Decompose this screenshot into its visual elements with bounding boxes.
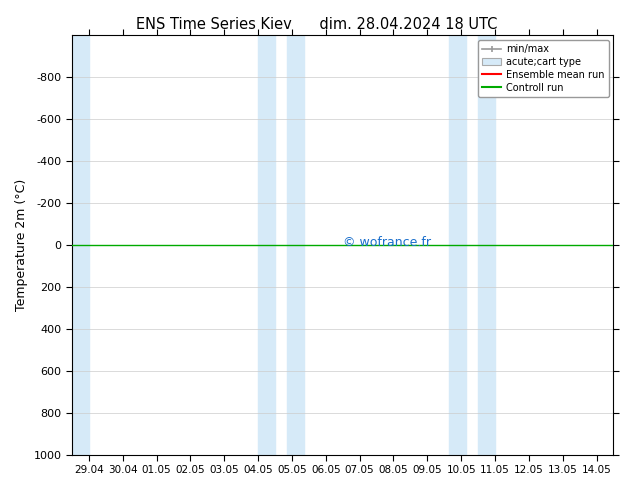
Bar xyxy=(478,35,495,455)
Bar xyxy=(72,35,89,455)
Bar xyxy=(258,35,275,455)
Y-axis label: Temperature 2m (°C): Temperature 2m (°C) xyxy=(15,179,28,311)
Bar xyxy=(287,35,304,455)
Bar xyxy=(450,35,466,455)
Legend: min/max, acute;cart type, Ensemble mean run, Controll run: min/max, acute;cart type, Ensemble mean … xyxy=(478,40,609,97)
Text: ENS Time Series Kiev      dim. 28.04.2024 18 UTC: ENS Time Series Kiev dim. 28.04.2024 18 … xyxy=(136,17,498,32)
Text: © wofrance.fr: © wofrance.fr xyxy=(343,236,430,249)
